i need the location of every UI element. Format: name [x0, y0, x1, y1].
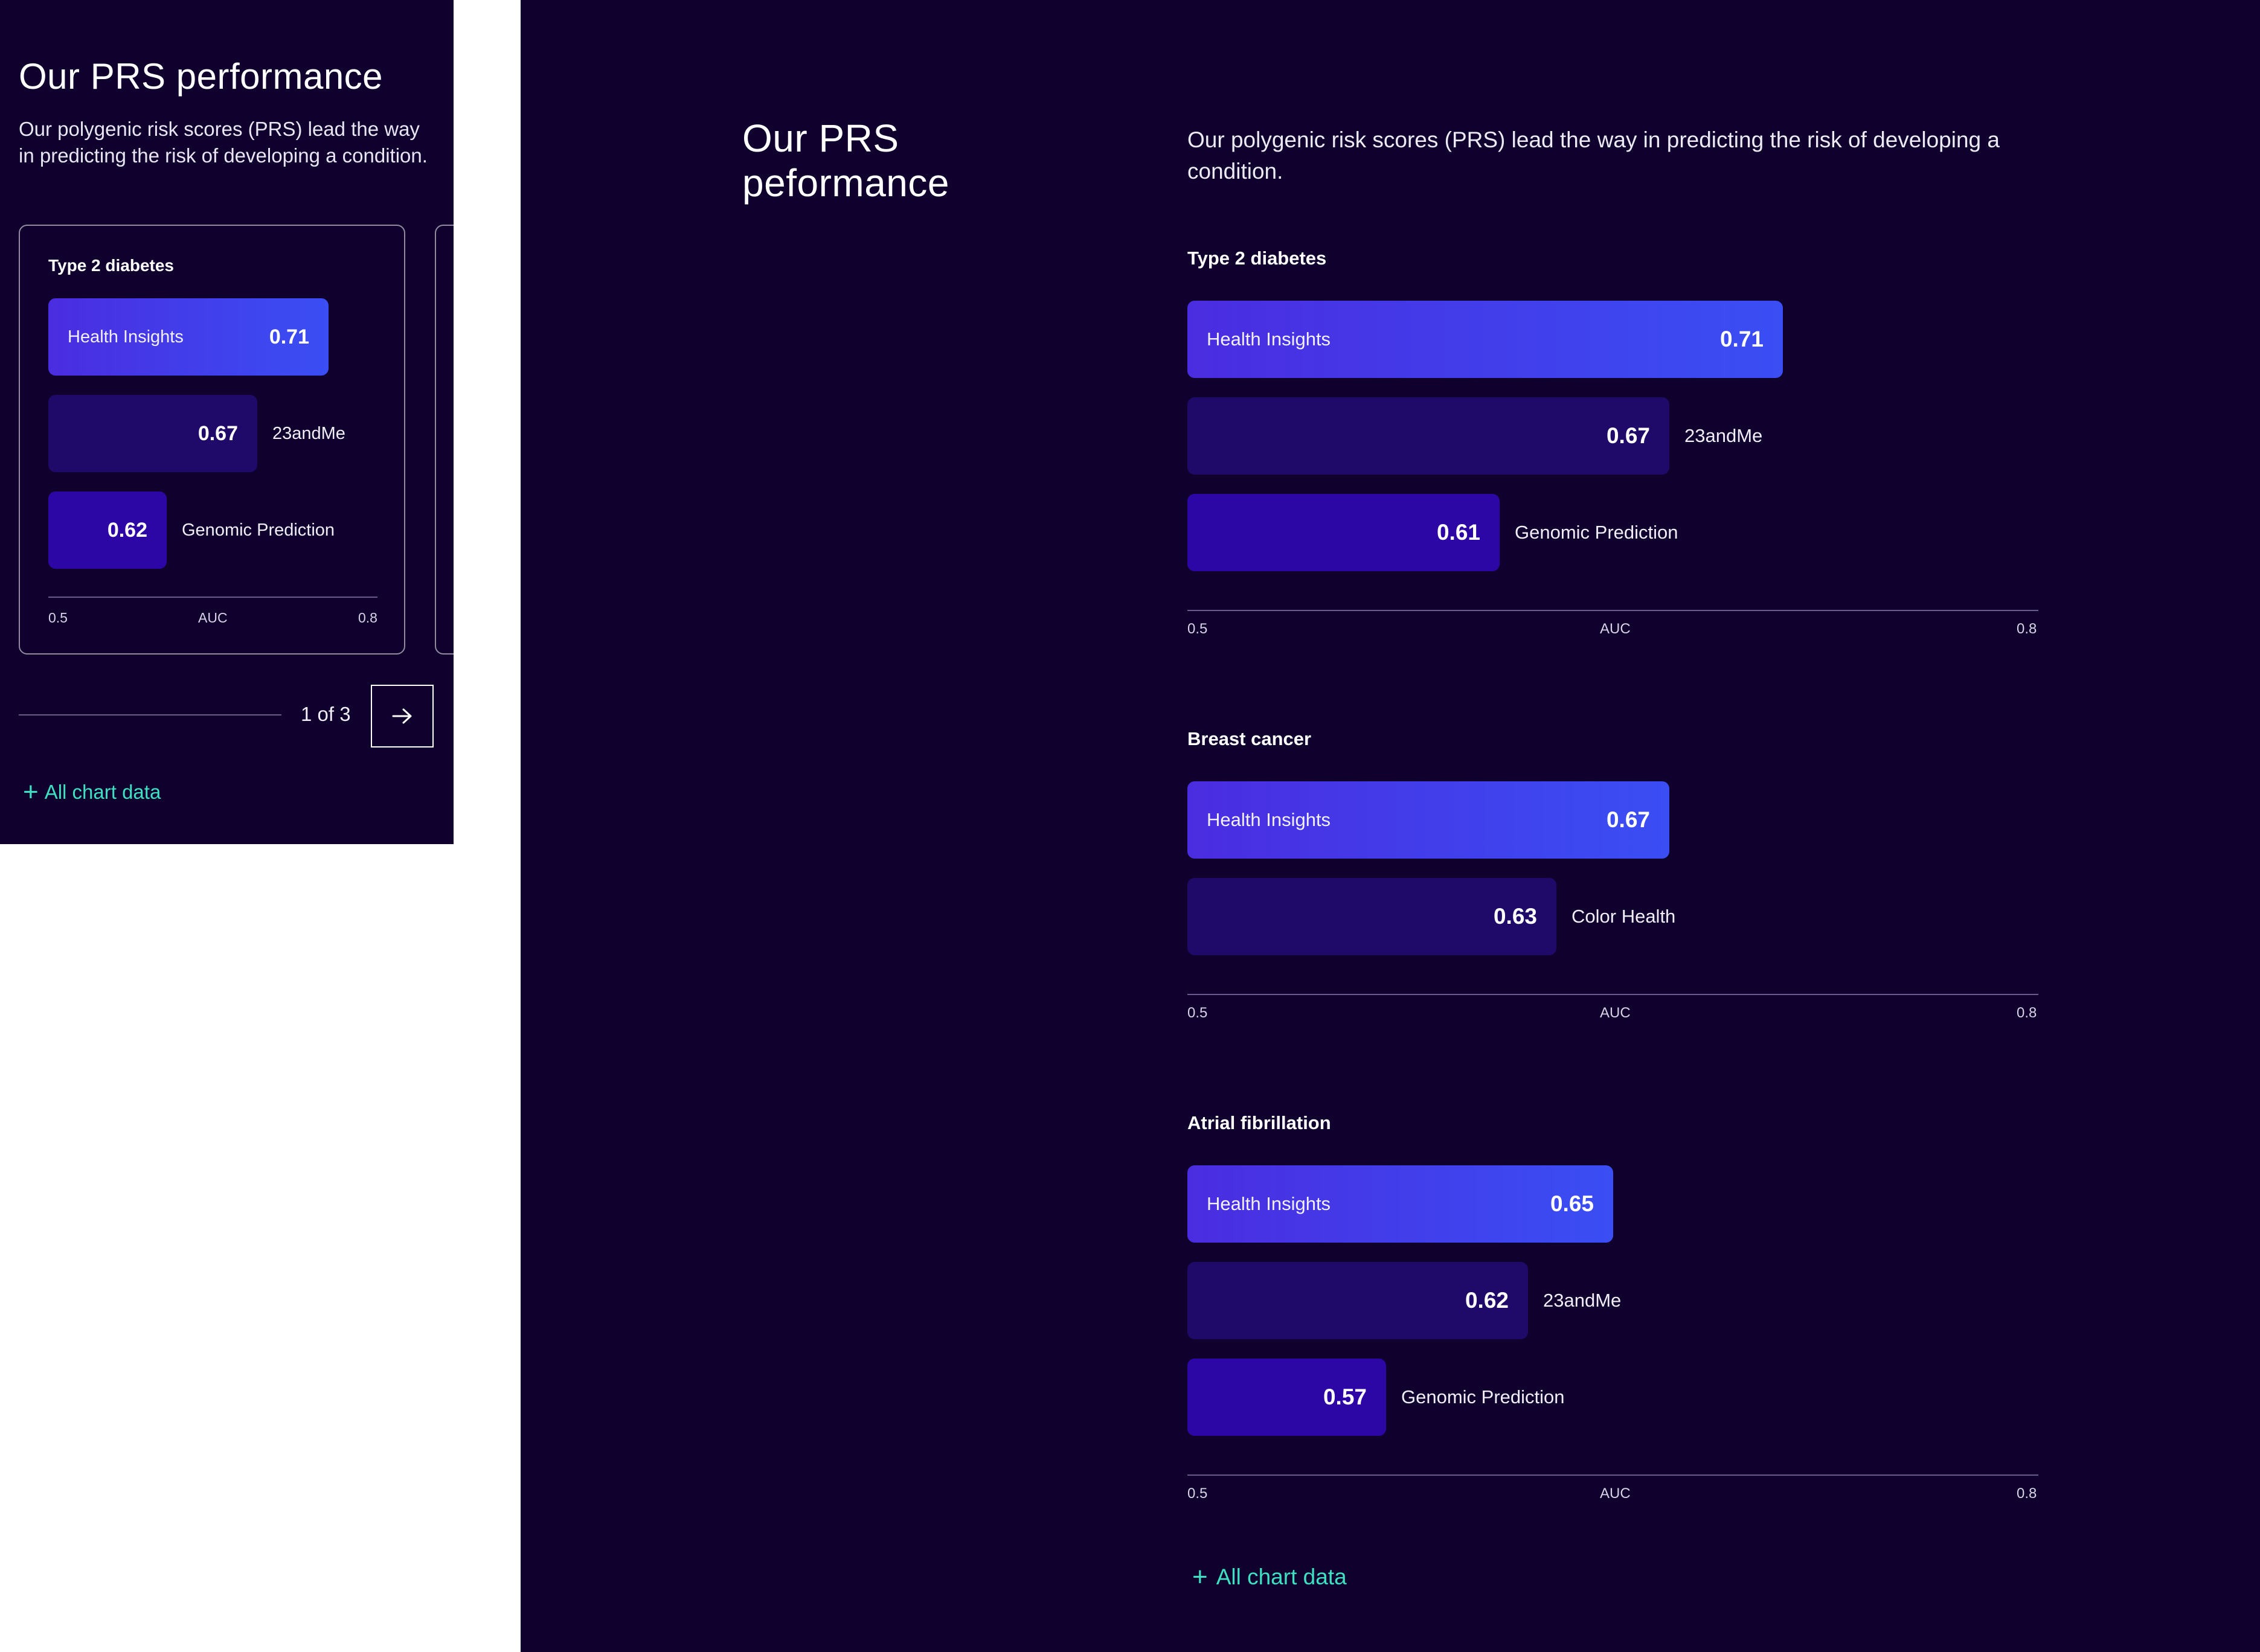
bar-health-insights: Health Insights 0.67	[1187, 781, 1669, 859]
all-chart-data-label: All chart data	[44, 781, 161, 803]
bar-row-health-insights: Health Insights 0.67	[1187, 781, 1669, 859]
bar-value: 0.62	[1465, 1288, 1509, 1313]
x-axis-label: AUC	[1600, 621, 1631, 637]
x-axis-max: 0.8	[2017, 1005, 2037, 1021]
bar-genomic-prediction: 0.61	[1187, 494, 1500, 571]
bar-value: 0.71	[269, 325, 309, 348]
bar-value: 0.67	[1606, 423, 1650, 448]
bar-value: 0.67	[1606, 807, 1650, 832]
bar-row-23andme: 0.62 23andMe	[1187, 1262, 1621, 1339]
chart-atrial-fibrillation: Atrial fibrillation Health Insights 0.65…	[1187, 1112, 2038, 1511]
bar-value: 0.57	[1323, 1385, 1367, 1409]
desktop-panel: Our PRS peformance Our polygenic risk sc…	[521, 0, 2260, 1652]
all-chart-data-link[interactable]: + All chart data	[23, 779, 161, 805]
bar-row-color-health: 0.63 Color Health	[1187, 878, 1675, 955]
all-chart-data-link[interactable]: + All chart data	[1192, 1564, 1347, 1590]
plus-icon: +	[23, 777, 39, 807]
bar-label: 23andMe	[1543, 1290, 1622, 1311]
pager-text: 1 of 3	[301, 703, 351, 725]
chart-title: Type 2 diabetes	[48, 256, 175, 275]
bar-row-genomic-prediction: 0.61 Genomic Prediction	[1187, 494, 1678, 571]
bar-value: 0.61	[1436, 520, 1480, 545]
bar-label: 23andMe	[1684, 425, 1763, 446]
mobile-panel: Our PRS performance Our polygenic risk s…	[0, 0, 454, 844]
bar-value: 0.71	[1719, 327, 1764, 351]
x-axis	[1187, 1474, 2038, 1476]
bar-23andme: 0.62	[1187, 1262, 1528, 1339]
x-axis-min: 0.5	[1187, 1485, 1208, 1502]
bar-label: 23andMe	[272, 423, 345, 443]
arrow-right-icon	[392, 708, 412, 724]
bar-row-health-insights: Health Insights 0.71	[48, 298, 329, 376]
bar-23andme: 0.67	[1187, 397, 1669, 475]
bar-row-genomic-prediction: 0.57 Genomic Prediction	[1187, 1359, 1565, 1436]
page-title: Our PRS performance	[19, 56, 384, 97]
bar-label: Health Insights	[1207, 328, 1331, 350]
bar-row-health-insights: Health Insights 0.71	[1187, 301, 1783, 378]
bar-health-insights: Health Insights 0.71	[48, 298, 329, 376]
x-axis	[1187, 610, 2038, 611]
bar-label: Health Insights	[1207, 809, 1331, 830]
bar-genomic-prediction: 0.57	[1187, 1359, 1386, 1436]
chart-title: Type 2 diabetes	[1187, 248, 1327, 269]
x-axis-label: AUC	[198, 610, 228, 626]
next-button[interactable]	[371, 685, 434, 748]
x-axis-max: 0.8	[358, 610, 377, 626]
page-description: Our polygenic risk scores (PRS) lead the…	[19, 118, 428, 167]
bar-health-insights: Health Insights 0.65	[1187, 1165, 1613, 1243]
pager-progress	[19, 714, 281, 716]
page-title: Our PRS peformance	[742, 117, 949, 205]
bar-label: Health Insights	[1207, 1193, 1331, 1214]
chart-card: Type 2 diabetes Health Insights 0.71 0.6…	[19, 225, 405, 655]
bar-23andme: 0.67	[48, 395, 257, 472]
plus-icon: +	[1192, 1562, 1208, 1592]
x-axis-max: 0.8	[2017, 1485, 2037, 1502]
bar-value: 0.67	[197, 421, 238, 445]
bar-genomic-prediction: 0.62	[48, 491, 167, 569]
next-chart-card-peek[interactable]	[435, 225, 454, 655]
all-chart-data-label: All chart data	[1216, 1564, 1347, 1589]
x-axis-min: 0.5	[1187, 1005, 1208, 1021]
chart-title: Atrial fibrillation	[1187, 1112, 1331, 1133]
x-axis-min: 0.5	[1187, 621, 1208, 637]
x-axis-label: AUC	[1600, 1485, 1631, 1502]
chart-breast-cancer: Breast cancer Health Insights 0.67 0.63 …	[1187, 728, 2038, 1030]
bar-value: 0.63	[1493, 904, 1537, 929]
bar-label: Genomic Prediction	[182, 520, 335, 540]
bar-health-insights: Health Insights 0.71	[1187, 301, 1783, 378]
bar-label: Genomic Prediction	[1401, 1386, 1565, 1407]
x-axis-label: AUC	[1600, 1005, 1631, 1021]
bar-value: 0.62	[107, 518, 147, 542]
chart-type-2-diabetes: Type 2 diabetes Health Insights 0.71 0.6…	[1187, 248, 2038, 646]
x-axis-max: 0.8	[2017, 621, 2037, 637]
bar-row-health-insights: Health Insights 0.65	[1187, 1165, 1613, 1243]
x-axis-min: 0.5	[48, 610, 68, 626]
x-axis	[48, 597, 377, 598]
chart-title: Breast cancer	[1187, 728, 1312, 749]
bar-value: 0.65	[1550, 1191, 1594, 1216]
bar-row-genomic-prediction: 0.62 Genomic Prediction	[48, 491, 335, 569]
bar-label: Genomic Prediction	[1515, 522, 1678, 543]
bar-row-23andme: 0.67 23andMe	[48, 395, 345, 472]
bar-label: Color Health	[1571, 906, 1676, 927]
page-description: Our polygenic risk scores (PRS) lead the…	[1187, 127, 2000, 184]
bar-color-health: 0.63	[1187, 878, 1556, 955]
bar-label: Health Insights	[68, 327, 184, 347]
bar-row-23andme: 0.67 23andMe	[1187, 397, 1762, 475]
x-axis	[1187, 994, 2038, 995]
